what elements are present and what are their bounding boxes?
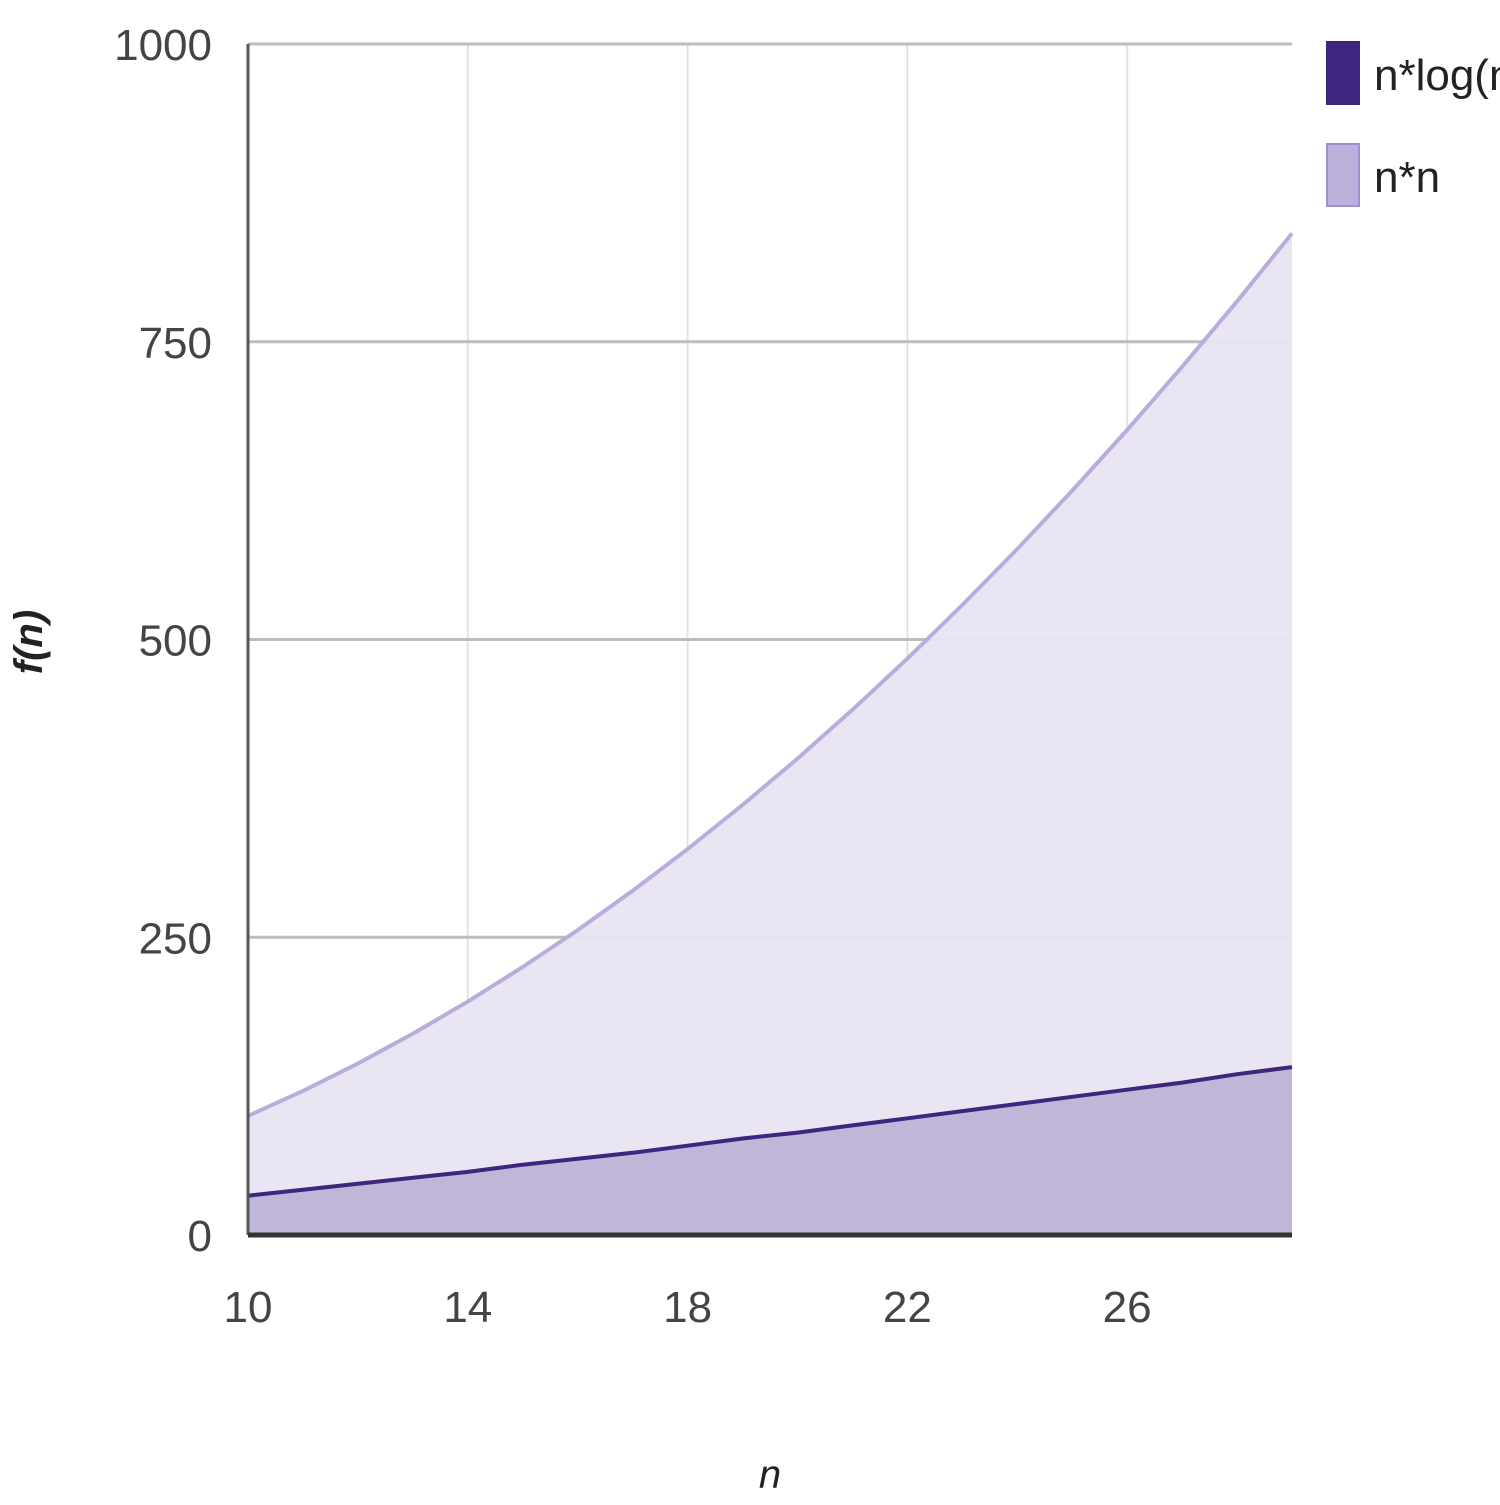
legend-label-0: n*log(n) [1374,51,1500,100]
y-axis-title: f(n) [7,610,51,674]
x-tick-label-18: 18 [663,1283,712,1332]
y-tick-label-250: 250 [139,914,212,963]
x-axis-title: n [759,1453,781,1497]
axis-layer: 0 250 500 750 1000 10 14 18 22 26 [114,21,1292,1332]
legend-label-1: n*n [1374,153,1440,202]
y-tick-label-500: 500 [139,617,212,666]
x-tick-label-14: 14 [443,1283,492,1332]
legend-swatch-0 [1326,41,1360,105]
x-tick-label-26: 26 [1103,1283,1152,1332]
y-tick-label-750: 750 [139,319,212,368]
series-1-line [247,232,1294,1118]
y-tick-label-1000: 1000 [114,21,212,70]
x-tick-label-22: 22 [883,1283,932,1332]
y-tick-label-0: 0 [188,1212,212,1261]
series-0-line [247,1065,1293,1198]
series-0-area [248,1067,1292,1235]
series-1-area [248,233,1292,1235]
area-layer [247,232,1294,1235]
legend-swatch-1 [1326,143,1360,207]
legend: n*log(n) n*n [1326,41,1500,207]
x-tick-label-10: 10 [224,1283,273,1332]
